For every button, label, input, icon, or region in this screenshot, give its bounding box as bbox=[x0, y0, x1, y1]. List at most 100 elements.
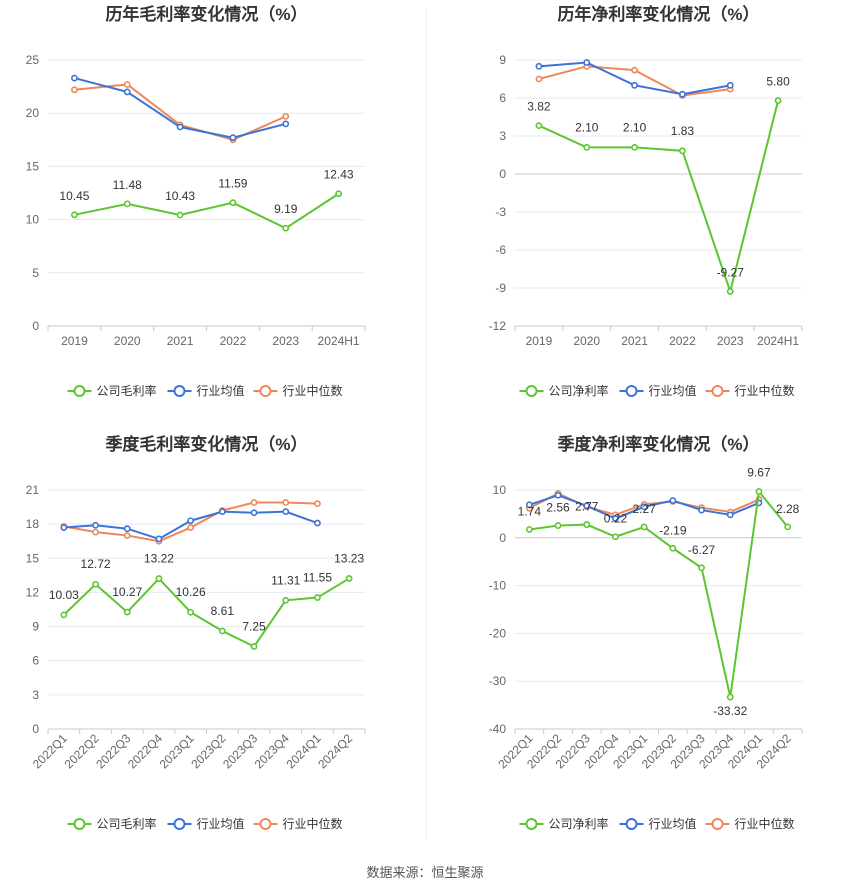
legend-item-industry_avg[interactable]: 行业均值 bbox=[619, 383, 697, 398]
chart-annual-gross: 历年毛利率变化情况（%） 0 5 10 15 20 25 2019 2020 2021 2022 20… bbox=[26, 4, 366, 398]
data-point-company bbox=[314, 594, 321, 601]
y-tick-label: 25 bbox=[26, 53, 40, 67]
legend-item-industry_avg[interactable]: 行业均值 bbox=[167, 816, 245, 831]
data-label: 3.82 bbox=[527, 100, 551, 114]
chart-title: 季度净利率变化情况（%） bbox=[557, 434, 759, 454]
data-label: 11.55 bbox=[303, 571, 332, 585]
data-point-industry_avg bbox=[123, 88, 131, 96]
data-label: 10.03 bbox=[49, 588, 79, 602]
x-tick-label: 2024H1 bbox=[757, 334, 799, 348]
legend-marker-icon bbox=[711, 385, 724, 397]
series-line-company bbox=[538, 100, 780, 295]
legend-item-industry_median[interactable]: 行业中位数 bbox=[253, 816, 343, 831]
legend-item-company[interactable]: 公司净利率 bbox=[519, 816, 609, 831]
legend-item-company[interactable]: 公司净利率 bbox=[519, 383, 609, 398]
y-tick-label: 15 bbox=[26, 159, 40, 173]
data-point-industry_avg bbox=[123, 525, 131, 533]
data-label: 2.28 bbox=[776, 502, 800, 516]
data-point-industry_avg bbox=[92, 521, 99, 529]
legend-item-industry_median[interactable]: 行业中位数 bbox=[705, 816, 795, 831]
y-tick-label: 12 bbox=[26, 585, 40, 599]
chart-title: 历年净利率变化情况（%） bbox=[557, 4, 759, 24]
data-point-industry_median bbox=[187, 524, 195, 531]
data-label: 11.59 bbox=[218, 177, 247, 191]
y-tick-label: -12 bbox=[489, 319, 507, 333]
legend-item-industry_median[interactable]: 行业中位数 bbox=[705, 383, 795, 398]
x-tick-label: 2022 bbox=[669, 334, 696, 348]
chart-quarterly-gross: 季度毛利率变化情况（%）0369121518212022Q12022Q22022… bbox=[26, 434, 366, 831]
data-point-industry_median bbox=[282, 499, 290, 506]
data-label: 2.10 bbox=[575, 120, 599, 134]
legend-item-industry_avg[interactable]: 行业均值 bbox=[619, 816, 697, 831]
data-label: 10.45 bbox=[59, 189, 89, 203]
legend-marker-icon bbox=[73, 385, 86, 397]
data-label: -9.27 bbox=[717, 265, 745, 279]
y-tick-label: 0 bbox=[32, 722, 39, 736]
legend-item-industry_avg[interactable]: 行业均值 bbox=[167, 383, 245, 398]
data-point-company bbox=[187, 608, 195, 616]
data-point-industry_avg bbox=[155, 535, 163, 543]
legend-marker-icon bbox=[259, 818, 272, 830]
data-point-company bbox=[345, 575, 353, 582]
data-point-company bbox=[71, 211, 78, 219]
legend-marker-icon bbox=[173, 818, 186, 830]
data-label: -2.19 bbox=[659, 523, 687, 537]
data-point-company bbox=[525, 526, 533, 533]
data-label: 9.19 bbox=[274, 202, 298, 216]
data-label: 11.31 bbox=[271, 573, 300, 587]
y-tick-label: -40 bbox=[489, 722, 507, 736]
y-tick-label: -20 bbox=[489, 626, 507, 640]
data-point-company bbox=[726, 693, 734, 701]
data-point-company bbox=[535, 122, 543, 130]
data-point-industry_avg bbox=[250, 509, 258, 517]
data-point-industry_avg bbox=[282, 508, 290, 516]
data-point-company bbox=[612, 533, 619, 541]
data-point-industry_avg bbox=[583, 502, 591, 510]
y-tick-label: 3 bbox=[499, 129, 506, 143]
legend-label: 公司毛利率 bbox=[97, 383, 157, 398]
y-tick-label: 10 bbox=[26, 213, 40, 227]
data-point-company bbox=[229, 199, 237, 207]
y-tick-label: 0 bbox=[499, 531, 506, 545]
data-point-industry_avg bbox=[60, 524, 68, 531]
y-tick-label: 10 bbox=[493, 483, 507, 497]
y-tick-label: 21 bbox=[26, 483, 40, 497]
data-point-industry_avg bbox=[583, 59, 591, 66]
data-point-industry_avg bbox=[679, 90, 686, 98]
data-point-company bbox=[640, 523, 648, 531]
legend-item-company[interactable]: 公司毛利率 bbox=[67, 383, 157, 398]
data-label: 13.22 bbox=[144, 552, 174, 566]
legend-label: 行业中位数 bbox=[735, 383, 795, 398]
data-label: 0.22 bbox=[604, 512, 628, 526]
data-label: 10.43 bbox=[165, 189, 195, 203]
data-point-industry_median bbox=[123, 532, 131, 539]
data-label: 5.80 bbox=[766, 75, 790, 89]
legend-label: 公司净利率 bbox=[549, 816, 609, 831]
chart-annual-net: 历年净利率变化情况（%） -12 -9 -6 -3 0 3 6 9 2019 2020 2021 202… bbox=[489, 4, 803, 398]
legend-item-company[interactable]: 公司毛利率 bbox=[67, 816, 157, 831]
y-tick-label: 0 bbox=[32, 319, 39, 333]
data-label: 9.67 bbox=[747, 466, 771, 480]
x-tick-label: 2022 bbox=[220, 334, 247, 348]
data-point-company bbox=[123, 200, 131, 208]
y-tick-label: 3 bbox=[32, 688, 39, 702]
data-point-company bbox=[282, 224, 290, 232]
legend-marker-icon bbox=[525, 385, 538, 397]
data-label: 2.77 bbox=[575, 500, 599, 514]
data-point-industry_avg bbox=[640, 503, 648, 511]
legend-label: 行业中位数 bbox=[283, 816, 343, 831]
x-tick-label: 2020 bbox=[573, 334, 600, 348]
data-point-company bbox=[726, 288, 734, 295]
data-point-industry_median bbox=[314, 500, 321, 508]
x-tick-label: 2024Q2 bbox=[315, 731, 355, 771]
legend-item-industry_median[interactable]: 行业中位数 bbox=[253, 383, 343, 398]
data-point-industry_avg bbox=[71, 74, 78, 82]
data-point-industry_avg bbox=[612, 515, 619, 523]
data-point-industry_avg bbox=[631, 81, 638, 89]
data-label: 10.26 bbox=[176, 585, 206, 599]
data-point-industry_avg bbox=[282, 120, 290, 128]
legend-marker-icon bbox=[259, 385, 272, 397]
data-point-company bbox=[554, 522, 562, 529]
x-tick-label: 2021 bbox=[621, 334, 648, 348]
y-tick-label: -9 bbox=[495, 281, 506, 295]
